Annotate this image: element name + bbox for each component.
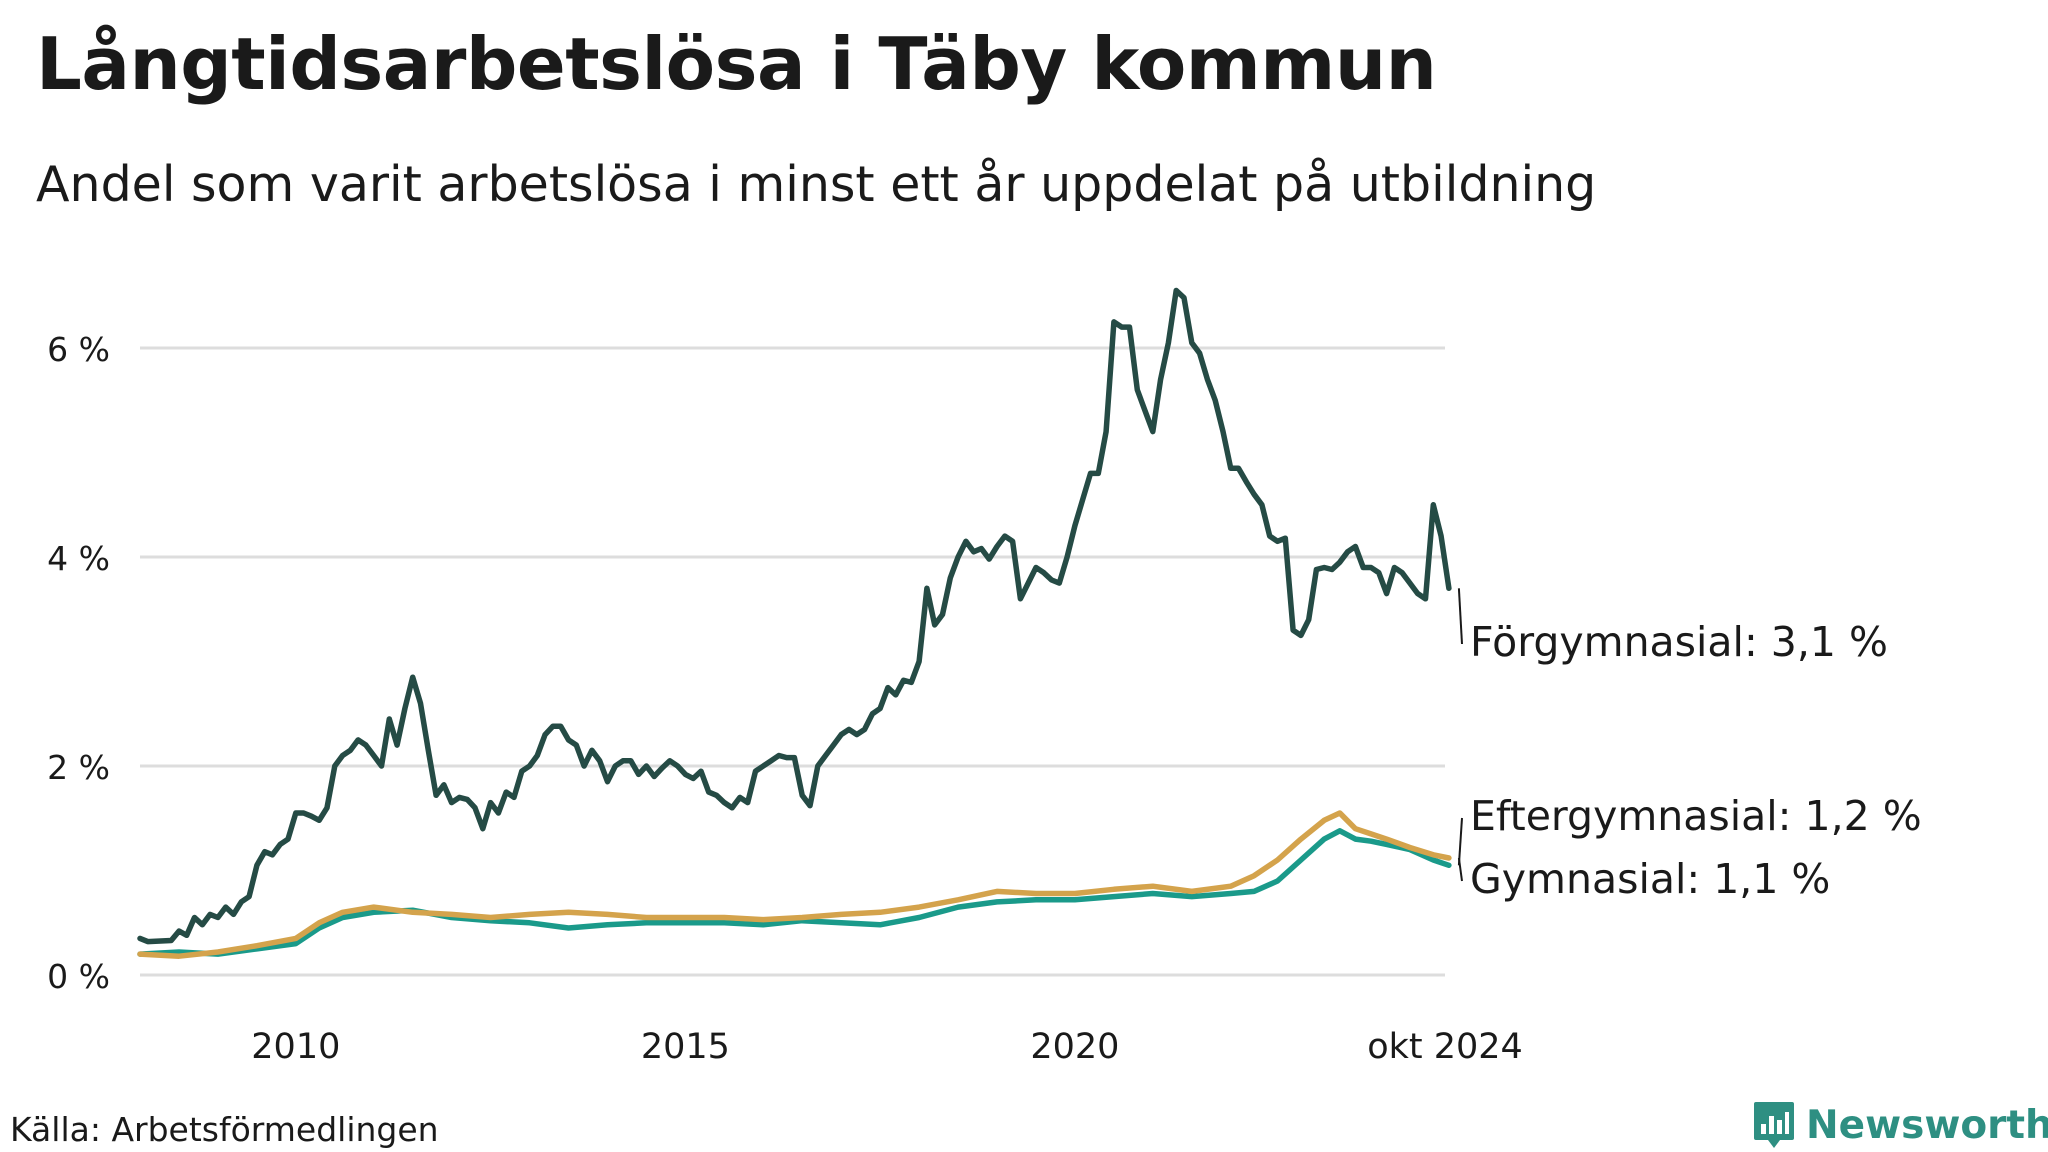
x-tick-label: 2020 (1030, 1027, 1119, 1067)
brand-logo[interactable]: Newsworthy (1752, 1100, 2048, 1150)
chart-title: Långtidsarbetslösa i Täby kommun (36, 22, 1437, 106)
series-end-label: Gymnasial: 1,1 % (1470, 855, 1830, 903)
series-line-eftergymnasial (137, 828, 1452, 957)
y-tick-label: 2 % (47, 748, 110, 787)
leader-line (1457, 857, 1463, 882)
end-labels: Förgymnasial: 3,1 % Eftergymnasial: 1,2 %… (1457, 588, 1922, 903)
chart-subtitle: Andel som varit arbetslösa i minst ett å… (36, 156, 1597, 213)
x-tick-label: 2010 (251, 1027, 340, 1067)
y-tick-label: 0 % (47, 957, 110, 996)
x-tick-label: okt 2024 (1367, 1027, 1523, 1067)
brand-name: Newsworthy (1806, 1102, 2048, 1148)
y-tick-label: 6 % (47, 330, 110, 369)
y-tick-label: 4 % (47, 539, 110, 578)
series-end-label: Förgymnasial: 3,1 % (1470, 618, 1888, 666)
x-axis-ticks: 2010 2015 2020 okt 2024 (251, 1027, 1523, 1067)
series-lines (137, 287, 1452, 959)
series-line-gymnasial (137, 810, 1452, 959)
source-note: Källa: Arbetsförmedlingen (10, 1110, 439, 1149)
series-line-förgymnasial (137, 287, 1452, 945)
grid-lines (140, 346, 1445, 977)
bar-chart-icon (1754, 1102, 1794, 1148)
x-tick-label: 2015 (641, 1027, 730, 1067)
leader-line (1457, 588, 1463, 645)
series-end-label: Eftergymnasial: 1,2 % (1470, 792, 1922, 840)
y-axis-ticks: 0 % 2 % 4 % 6 % (47, 330, 110, 996)
leader-line (1457, 817, 1463, 866)
